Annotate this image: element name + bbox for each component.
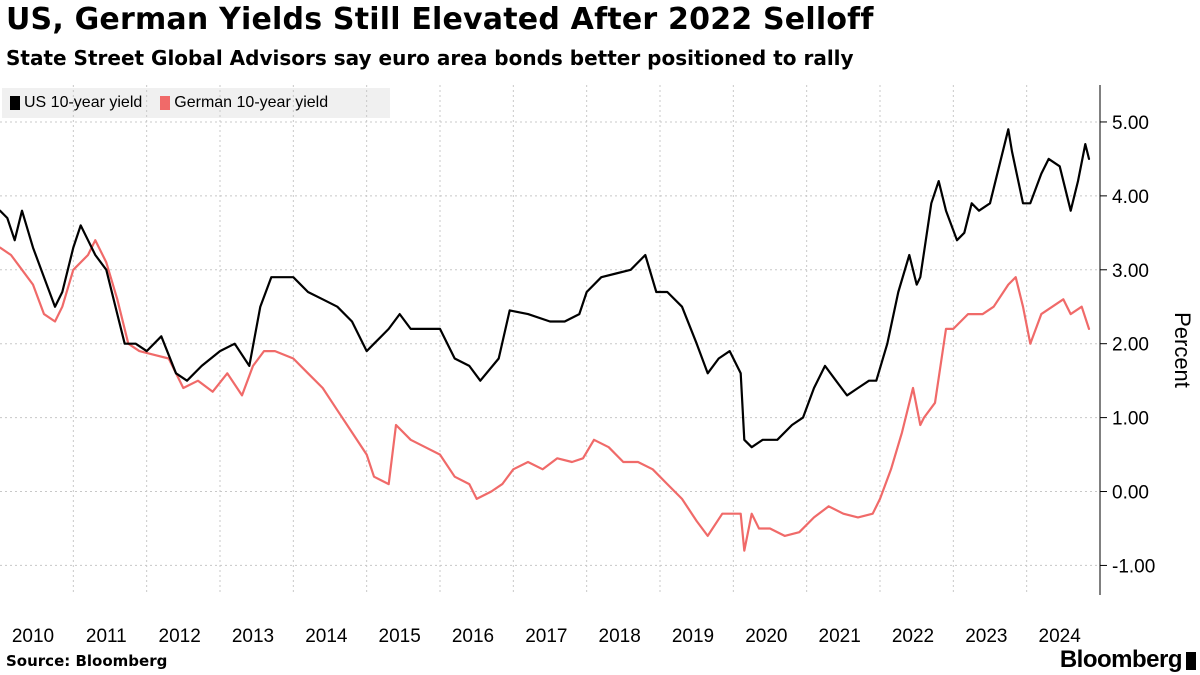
legend-swatch-german <box>160 96 171 110</box>
german-10y-yield-line <box>0 239 1091 552</box>
x-tick-label: 2018 <box>599 626 641 647</box>
y-tick-label: -1.00 <box>1112 556 1155 577</box>
x-tick-label: 2012 <box>159 626 201 647</box>
chart-legend: US 10-year yield German 10-year yield <box>2 88 390 118</box>
brand-logo: Bloomberg <box>1059 646 1183 673</box>
legend-item-german: German 10-year yield <box>160 94 328 112</box>
chart-title: US, German Yields Still Elevated After 2… <box>6 2 874 37</box>
x-tick-label: 2013 <box>232 626 274 647</box>
gridlines <box>0 85 1100 595</box>
axes <box>1099 85 1107 595</box>
y-tick-label: 4.00 <box>1112 187 1149 208</box>
legend-swatch-us <box>10 96 20 110</box>
y-tick-label: 1.00 <box>1112 409 1149 430</box>
y-tick-label: 3.00 <box>1112 261 1149 282</box>
y-tick-label: 2.00 <box>1112 335 1149 356</box>
x-tick-label: 2017 <box>525 626 567 647</box>
x-tick-label: 2014 <box>305 626 348 647</box>
x-tick-label: 2010 <box>12 626 54 647</box>
y-tick-label: 5.00 <box>1112 113 1149 134</box>
brand-mark-icon <box>1186 652 1196 670</box>
legend-label-us: US 10-year yield <box>24 94 143 111</box>
x-tick-label: 2016 <box>452 626 494 647</box>
x-tick-label: 2015 <box>379 626 421 647</box>
legend-label-german: German 10-year yield <box>174 94 329 111</box>
x-tick-label: 2020 <box>745 626 787 647</box>
us-10y-yield-line <box>0 128 1091 449</box>
chart-subtitle: State Street Global Advisors say euro ar… <box>6 46 854 70</box>
x-tick-label: 2024 <box>1039 626 1082 647</box>
legend-item-us: US 10-year yield <box>10 94 142 112</box>
tick-labels: -1.00 0.00 1.00 2.00 3.00 4.00 5.00 2010 2011 201… <box>12 113 1195 647</box>
x-tick-label: 2019 <box>672 626 714 647</box>
y-tick-label: 0.00 <box>1112 483 1149 504</box>
source-note: Source: Bloomberg <box>6 652 168 670</box>
series-lines <box>0 128 1091 552</box>
x-tick-label: 2022 <box>892 626 934 647</box>
x-tick-label: 2011 <box>86 626 127 647</box>
x-tick-label: 2023 <box>965 626 1007 647</box>
y-axis-title: Percent <box>1170 312 1195 388</box>
x-tick-label: 2021 <box>819 626 861 647</box>
